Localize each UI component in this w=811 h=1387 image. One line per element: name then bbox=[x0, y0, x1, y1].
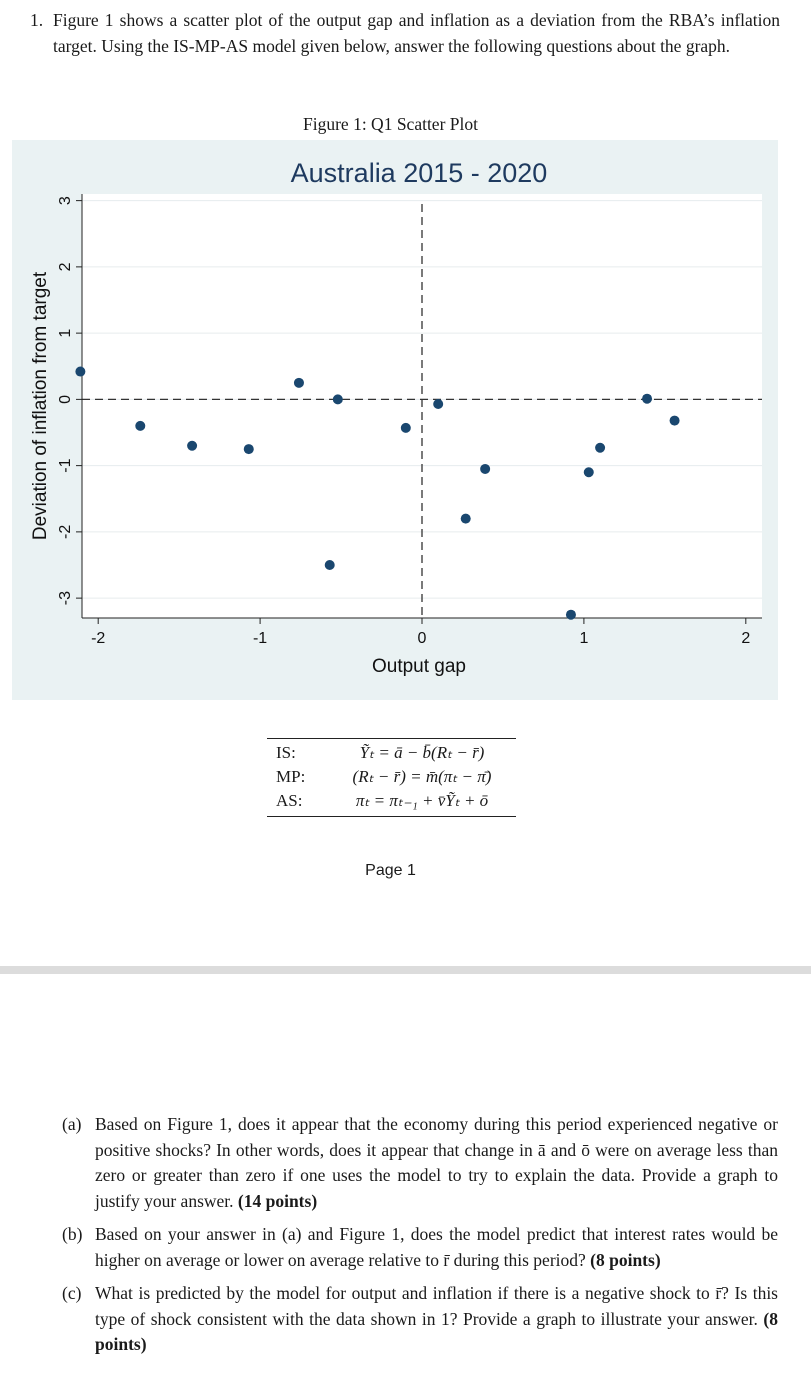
chart-title: Australia 2015 - 2020 bbox=[291, 158, 548, 188]
question-body: Figure 1 shows a scatter plot of the out… bbox=[53, 10, 780, 56]
part-text: Based on your answer in (a) and Figure 1… bbox=[95, 1224, 778, 1270]
part-points: (8 points) bbox=[590, 1249, 661, 1270]
data-points bbox=[75, 366, 680, 620]
part-label: (c) bbox=[62, 1283, 82, 1303]
model-equations-table: IS: Ỹₜ = ā − b̄(Rₜ − r̄) MP: (Rₜ − r̄) =… bbox=[267, 738, 516, 817]
scatter-point bbox=[595, 442, 606, 453]
equation-is: IS: Ỹₜ = ā − b̄(Rₜ − r̄) bbox=[267, 741, 516, 765]
question-part-c: (c) What is predicted by the model for o… bbox=[62, 1281, 778, 1358]
equation-label: IS: bbox=[276, 743, 296, 762]
y-ticks: -3 -2 -1 0 1 2 3 bbox=[57, 196, 82, 605]
question-number: 1. bbox=[30, 10, 44, 30]
y-tick-label: -3 bbox=[57, 591, 74, 605]
page-1: 1. Figure 1 shows a scatter plot of the … bbox=[12, 8, 780, 879]
equation-mp: MP: (Rₜ − r̄) = m̄(πₜ − π̄) bbox=[267, 765, 516, 789]
y-tick-label: -2 bbox=[57, 525, 74, 539]
question-text-block: 1. Figure 1 shows a scatter plot of the … bbox=[30, 8, 780, 59]
equation-expression: Ỹₜ = ā − b̄(Rₜ − r̄) bbox=[359, 743, 485, 762]
x-tick-label: 1 bbox=[579, 630, 588, 647]
question-part-b: (b) Based on your answer in (a) and Figu… bbox=[62, 1222, 778, 1273]
y-axis-label: Deviation of inflation from target bbox=[30, 271, 51, 540]
part-label: (a) bbox=[62, 1114, 82, 1134]
scatter-point bbox=[243, 444, 254, 455]
part-points: (14 points) bbox=[237, 1190, 318, 1211]
page-number: Page 1 bbox=[365, 862, 416, 879]
scatter-point bbox=[460, 513, 471, 524]
y-tick-label: 0 bbox=[57, 395, 74, 404]
x-tick-label: 2 bbox=[741, 630, 750, 647]
y-tick-label: 1 bbox=[57, 329, 74, 338]
scatter-point bbox=[187, 440, 198, 451]
equation-expression: πₜ = πₜ₋₁ + v̄Ỹₜ + ō bbox=[355, 791, 489, 810]
part-text: What is predicted by the model for outpu… bbox=[95, 1283, 778, 1329]
scatter-point bbox=[324, 560, 335, 570]
part-label: (b) bbox=[62, 1224, 83, 1244]
page-2: (a) Based on Figure 1, does it appear th… bbox=[0, 974, 811, 1387]
question-part-a: (a) Based on Figure 1, does it appear th… bbox=[62, 1112, 778, 1214]
page-separator bbox=[0, 966, 811, 974]
equation-expression: (Rₜ − r̄) = m̄(πₜ − π̄) bbox=[352, 767, 492, 786]
equation-as: AS: πₜ = πₜ₋₁ + v̄Ỹₜ + ō bbox=[267, 789, 516, 813]
scatter-point bbox=[642, 393, 653, 404]
scatter-point bbox=[433, 399, 444, 410]
x-axis-label: Output gap bbox=[372, 656, 466, 677]
x-tick-label: -2 bbox=[91, 630, 105, 647]
scatter-chart: -2 -1 0 1 2 -3 -2 -1 0 1 2 3 Australia 2015 - 2020… bbox=[12, 140, 778, 700]
scatter-point bbox=[332, 394, 343, 405]
y-tick-label: 3 bbox=[57, 196, 74, 205]
part-text: Based on Figure 1, does it appear that t… bbox=[95, 1114, 778, 1211]
figure-caption: Figure 1: Q1 Scatter Plot bbox=[303, 114, 478, 134]
question-parts: (a) Based on Figure 1, does it appear th… bbox=[62, 1112, 778, 1366]
scatter-point bbox=[480, 463, 491, 474]
x-ticks: -2 -1 0 1 2 bbox=[91, 618, 750, 647]
scatter-point bbox=[565, 609, 576, 620]
x-tick-label: 0 bbox=[418, 630, 427, 647]
scatter-point bbox=[135, 420, 146, 431]
scatter-point bbox=[583, 467, 594, 478]
y-tick-label: -1 bbox=[57, 458, 74, 472]
x-tick-label: -1 bbox=[253, 630, 267, 647]
equation-label: AS: bbox=[276, 791, 303, 810]
equation-label: MP: bbox=[276, 767, 306, 786]
y-tick-label: 2 bbox=[57, 262, 74, 271]
scatter-point bbox=[293, 377, 304, 388]
scatter-point bbox=[75, 366, 86, 377]
scatter-point bbox=[400, 422, 411, 433]
scatter-point bbox=[669, 415, 680, 426]
part-points: (8 points) bbox=[95, 1308, 778, 1355]
